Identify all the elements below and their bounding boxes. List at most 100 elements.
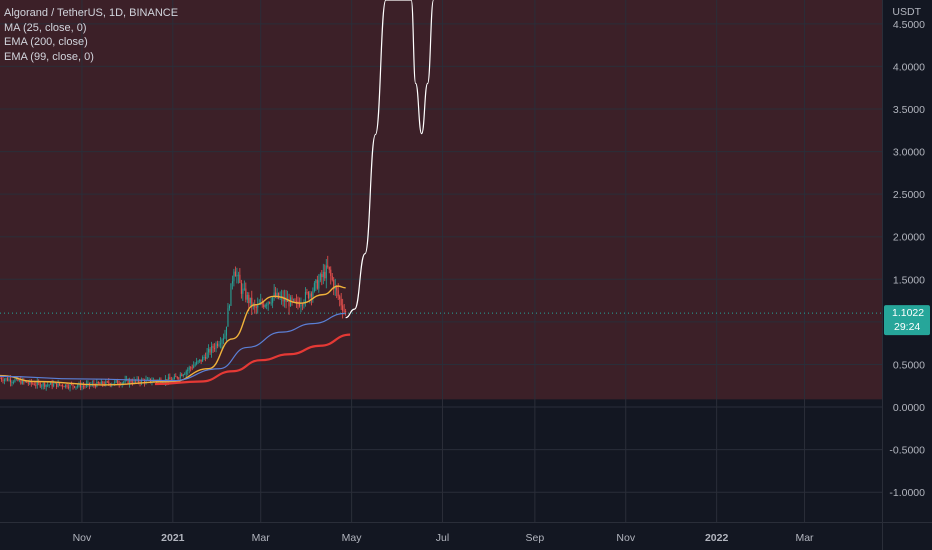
candle-body — [224, 335, 226, 339]
candle-body — [309, 293, 311, 298]
time-tick-label: Nov — [73, 532, 92, 544]
candle-body — [56, 383, 58, 387]
candle-body — [179, 374, 181, 379]
candle-body — [343, 310, 345, 312]
candle-body — [33, 383, 35, 386]
candle-body — [310, 293, 312, 297]
candle-body — [167, 377, 169, 382]
candle-body — [193, 365, 195, 368]
candle-body — [228, 305, 230, 309]
candle-body — [60, 384, 62, 386]
candle-body — [197, 360, 199, 362]
time-axis[interactable]: Nov 2021 Mar May Jul Sep Nov 2022 Mar — [73, 532, 814, 544]
candle-body — [129, 380, 131, 384]
candle-body — [30, 380, 32, 384]
candle-body — [292, 299, 295, 301]
price-tick-label: 2.0000 — [893, 232, 925, 244]
candle-body — [290, 297, 292, 307]
series-line-2 — [154, 333, 351, 386]
candle-body — [242, 288, 244, 294]
time-tick-label: May — [342, 532, 363, 544]
candle-body — [87, 382, 89, 384]
candle-body — [211, 345, 213, 353]
candle-body — [187, 369, 189, 372]
chart-legend: Algorand / TetherUS, 1D, BINANCE MA (25,… — [4, 6, 178, 64]
candle-body — [124, 379, 126, 382]
candle-body — [327, 265, 329, 267]
candle-body — [200, 359, 202, 362]
candle-body — [115, 380, 117, 382]
candle-body — [76, 385, 78, 387]
candle-body — [340, 299, 342, 306]
candle-body — [141, 379, 143, 383]
candle-body — [325, 265, 327, 279]
price-tick-label: 0.0000 — [893, 402, 925, 414]
candle-body — [304, 292, 306, 303]
candle-body — [17, 378, 19, 381]
candle-body — [288, 299, 290, 307]
candle-body — [79, 383, 81, 388]
candle-body — [312, 291, 314, 297]
candle-body — [73, 386, 76, 388]
candle-body — [99, 383, 101, 385]
candle-body — [315, 279, 317, 284]
candle-body — [54, 383, 56, 384]
candle-body — [42, 383, 44, 386]
candle-body — [342, 305, 344, 311]
candle-body — [158, 379, 160, 381]
candle-body — [236, 274, 238, 277]
candle-body — [191, 367, 193, 369]
candle-body — [127, 379, 129, 384]
time-tick-label: Jul — [436, 532, 449, 544]
candle-body — [216, 343, 219, 346]
candle-body — [294, 299, 296, 302]
candle-body — [202, 357, 204, 362]
candle-body — [32, 383, 34, 385]
candle-body — [333, 279, 335, 289]
candle-body — [281, 296, 283, 298]
candle-body — [233, 271, 235, 282]
candle-body — [15, 378, 17, 380]
candle-body — [48, 384, 50, 386]
candle-body — [175, 376, 177, 378]
candle-body — [337, 290, 339, 297]
candle-body — [38, 381, 40, 383]
candle-body — [243, 288, 245, 290]
candle-body — [272, 297, 274, 303]
candle-body — [123, 381, 125, 383]
candle-body — [45, 384, 47, 387]
candle-body — [313, 283, 315, 292]
price-tick-label: -0.5000 — [889, 445, 925, 457]
candle-body — [44, 383, 46, 387]
candle-body — [257, 304, 259, 308]
candle-body — [249, 297, 251, 304]
candle-body — [331, 275, 333, 280]
candle-body — [94, 384, 96, 387]
candle-body — [5, 378, 7, 380]
candle-body — [121, 382, 123, 385]
candle-body — [306, 292, 308, 293]
time-tick-label: 2022 — [705, 532, 729, 544]
candle-body — [255, 307, 257, 308]
candle-body — [196, 361, 198, 365]
candle-body — [102, 381, 104, 385]
candle-body — [295, 301, 298, 302]
indicator-ma25[interactable]: MA (25, close, 0) — [4, 21, 87, 34]
indicator-ema99[interactable]: EMA (99, close, 0) — [4, 50, 94, 63]
candle-body — [209, 348, 211, 353]
price-tick-label: 0.5000 — [893, 359, 925, 371]
time-tick-label: Mar — [252, 532, 271, 544]
grid-lines — [0, 0, 882, 522]
candle-body — [11, 382, 13, 383]
symbol-title[interactable]: Algorand / TetherUS, 1D, BINANCE — [4, 7, 179, 19]
candle-body — [81, 385, 83, 388]
candle-body — [9, 379, 11, 383]
candle-body — [339, 296, 341, 300]
candle-body — [105, 381, 107, 385]
candle-body — [284, 297, 286, 302]
candle-body — [172, 379, 174, 381]
candle-body — [205, 357, 207, 359]
indicator-ema200[interactable]: EMA (200, close) — [4, 36, 88, 48]
candle-body — [278, 292, 280, 299]
